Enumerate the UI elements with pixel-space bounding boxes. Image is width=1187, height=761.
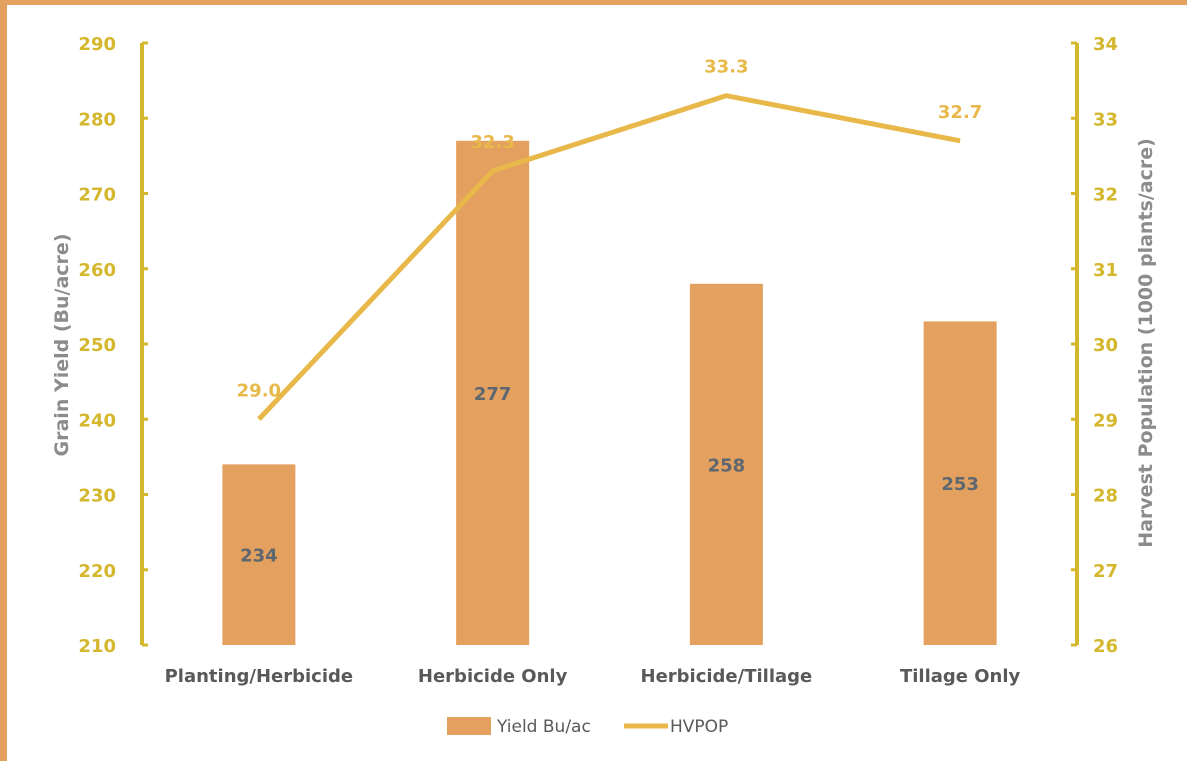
legend: Yield Bu/ac HVPOP xyxy=(447,717,728,737)
line-value-label: 29.0 xyxy=(237,380,281,401)
bar-value-label: 258 xyxy=(708,455,746,476)
category-label: Planting/Herbicide xyxy=(165,666,354,687)
line-series xyxy=(257,93,961,421)
left-tick-label: 220 xyxy=(78,561,116,582)
legend-label-line: HVPOP xyxy=(670,717,728,737)
left-tick-label: 240 xyxy=(78,410,116,431)
y-axis-label: Grain Yield (Bu/acre) xyxy=(51,234,73,457)
left-tick-label: 280 xyxy=(78,109,116,130)
left-axis: 210 220 230 240 250 260 270 280 290 xyxy=(78,34,148,657)
y2-axis-label: Harvest Population (1000 plants/acre) xyxy=(1135,138,1157,548)
left-tick-label: 290 xyxy=(78,34,116,55)
right-tick-label: 34 xyxy=(1093,34,1118,55)
left-tick-label: 230 xyxy=(78,486,116,507)
right-axis: 26 27 28 29 30 31 32 33 34 xyxy=(1071,34,1118,657)
category-label: Herbicide/Tillage xyxy=(641,666,813,687)
bar-value-label: 253 xyxy=(941,474,979,495)
left-tick-label: 260 xyxy=(78,260,116,281)
data-labels: 234 277 258 253 29.0 32.3 33.3 32.7 xyxy=(237,57,983,567)
bar xyxy=(689,283,763,645)
left-tick-label: 210 xyxy=(78,636,116,657)
right-tick-label: 28 xyxy=(1093,486,1118,507)
bar xyxy=(456,140,530,645)
legend-label-bar: Yield Bu/ac xyxy=(496,717,591,737)
legend-swatch-bar xyxy=(447,717,491,735)
bar xyxy=(222,464,296,645)
left-tick-label: 250 xyxy=(78,335,116,356)
bar xyxy=(923,321,997,645)
right-tick-label: 26 xyxy=(1093,636,1118,657)
bar-value-label: 277 xyxy=(474,384,512,405)
category-labels: Planting/Herbicide Herbicide Only Herbicid… xyxy=(165,666,1021,687)
bars xyxy=(222,140,997,645)
right-tick-label: 32 xyxy=(1093,185,1118,206)
category-label: Tillage Only xyxy=(900,666,1021,687)
line-value-label: 32.3 xyxy=(470,132,514,153)
right-tick-label: 30 xyxy=(1093,335,1118,356)
line-series-path xyxy=(257,93,961,421)
line-value-label: 32.7 xyxy=(938,102,982,123)
left-tick-label: 270 xyxy=(78,185,116,206)
right-tick-label: 33 xyxy=(1093,109,1118,130)
right-tick-label: 27 xyxy=(1093,561,1118,582)
right-tick-label: 29 xyxy=(1093,410,1118,431)
right-tick-label: 31 xyxy=(1093,260,1118,281)
line-value-label: 33.3 xyxy=(704,57,748,78)
bar-value-label: 234 xyxy=(240,546,278,567)
category-label: Herbicide Only xyxy=(418,666,568,687)
